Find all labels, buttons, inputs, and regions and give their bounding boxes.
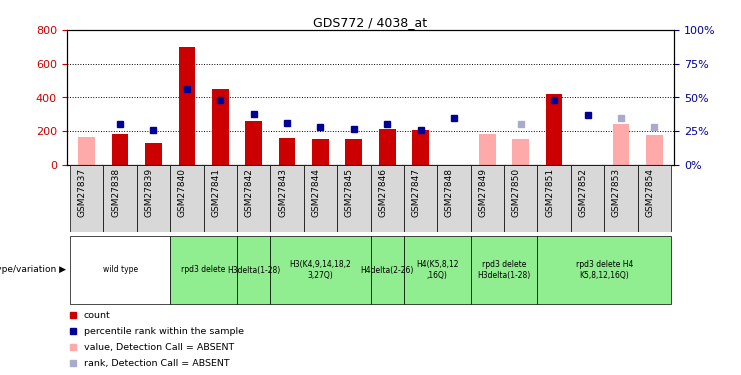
Text: GSM27840: GSM27840 [178, 168, 187, 217]
Text: GSM27847: GSM27847 [411, 168, 421, 217]
Bar [104, 165, 137, 232]
Text: GSM27837: GSM27837 [78, 168, 87, 217]
Text: GSM27843: GSM27843 [278, 168, 287, 217]
Text: genotype/variation ▶: genotype/variation ▶ [0, 266, 66, 274]
Bar [170, 236, 237, 304]
Bar [412, 130, 429, 165]
Bar [137, 165, 170, 232]
Text: GSM27846: GSM27846 [378, 168, 388, 217]
Bar [471, 165, 504, 232]
Bar [637, 165, 671, 232]
Text: GSM27853: GSM27853 [612, 168, 621, 217]
Text: GSM27839: GSM27839 [144, 168, 153, 217]
Bar [270, 165, 304, 232]
Text: GSM27838: GSM27838 [111, 168, 120, 217]
Bar [512, 139, 529, 165]
Text: rank, Detection Call = ABSENT: rank, Detection Call = ABSENT [84, 359, 229, 368]
Bar [79, 137, 95, 165]
Title: GDS772 / 4038_at: GDS772 / 4038_at [313, 16, 428, 29]
Bar [546, 94, 562, 165]
Text: GSM27854: GSM27854 [645, 168, 654, 217]
Bar [179, 47, 195, 165]
Text: H4(K5,8,12
,16Q): H4(K5,8,12 ,16Q) [416, 260, 459, 280]
Text: GSM27852: GSM27852 [579, 168, 588, 217]
Text: value, Detection Call = ABSENT: value, Detection Call = ABSENT [84, 343, 234, 352]
Bar [204, 165, 237, 232]
Text: wild type: wild type [102, 266, 138, 274]
Text: GSM27851: GSM27851 [545, 168, 554, 217]
Text: rpd3 delete: rpd3 delete [182, 266, 226, 274]
Bar [471, 236, 537, 304]
Text: GSM27850: GSM27850 [512, 168, 521, 217]
Bar [70, 165, 104, 232]
Bar [479, 134, 496, 165]
Text: GSM27844: GSM27844 [311, 168, 320, 217]
Bar [345, 139, 362, 165]
Bar [537, 236, 671, 304]
Bar [537, 165, 571, 232]
Text: rpd3 delete H4
K5,8,12,16Q): rpd3 delete H4 K5,8,12,16Q) [576, 260, 633, 280]
Text: GSM27849: GSM27849 [479, 168, 488, 217]
Bar [304, 165, 337, 232]
Text: percentile rank within the sample: percentile rank within the sample [84, 327, 244, 336]
Bar [604, 165, 637, 232]
Text: H3delta(1-28): H3delta(1-28) [227, 266, 280, 274]
Bar [646, 135, 662, 165]
Text: GSM27842: GSM27842 [245, 168, 253, 217]
Bar [504, 165, 537, 232]
Bar [279, 138, 296, 165]
Text: GSM27841: GSM27841 [211, 168, 220, 217]
Bar [404, 236, 471, 304]
Text: rpd3 delete
H3delta(1-28): rpd3 delete H3delta(1-28) [477, 260, 531, 280]
Bar [112, 134, 128, 165]
Bar [70, 236, 170, 304]
Text: H4delta(2-26): H4delta(2-26) [361, 266, 414, 274]
Bar [312, 139, 329, 165]
Bar [370, 236, 404, 304]
Bar [613, 124, 629, 165]
Bar [170, 165, 204, 232]
Bar [245, 121, 262, 165]
Bar [145, 143, 162, 165]
Bar [404, 165, 437, 232]
Bar [237, 165, 270, 232]
Bar [337, 165, 370, 232]
Bar [571, 165, 604, 232]
Text: GSM27848: GSM27848 [445, 168, 454, 217]
Bar [212, 89, 229, 165]
Bar [270, 236, 370, 304]
Bar [237, 236, 270, 304]
Text: count: count [84, 311, 110, 320]
Text: GSM27845: GSM27845 [345, 168, 353, 217]
Bar [370, 165, 404, 232]
Bar [379, 129, 396, 165]
Bar [437, 165, 471, 232]
Text: H3(K4,9,14,18,2
3,27Q): H3(K4,9,14,18,2 3,27Q) [290, 260, 351, 280]
